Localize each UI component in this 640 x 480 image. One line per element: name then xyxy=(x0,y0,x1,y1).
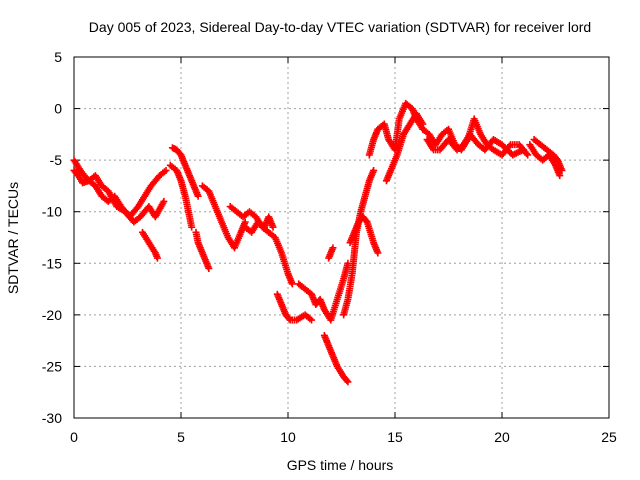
x-axis-label: GPS time / hours xyxy=(287,457,394,473)
data-points xyxy=(70,99,566,386)
x-tick-label: 5 xyxy=(177,429,185,445)
plot-frame xyxy=(73,56,610,419)
data-point xyxy=(188,223,196,231)
data-point xyxy=(374,249,382,257)
x-tick-label: 0 xyxy=(70,429,78,445)
data-point xyxy=(558,166,566,174)
x-tick-label: 25 xyxy=(601,429,617,445)
data-point xyxy=(370,166,378,174)
data-point xyxy=(524,151,532,159)
y-axis-label: SDTVAR / TECUs xyxy=(5,182,21,294)
data-point xyxy=(288,280,296,288)
y-tick-label: -5 xyxy=(50,152,63,168)
data-point xyxy=(194,192,202,200)
data-point xyxy=(522,150,530,158)
y-tick-label: -10 xyxy=(42,204,62,220)
y-tick-label: -30 xyxy=(42,410,62,426)
y-tick-label: 5 xyxy=(54,49,62,65)
data-point xyxy=(344,378,352,386)
x-tick-label: 10 xyxy=(280,429,296,445)
data-point xyxy=(160,197,168,205)
data-point xyxy=(343,377,351,385)
x-tick-label: 20 xyxy=(494,429,510,445)
data-point xyxy=(556,172,564,180)
chart-title: Day 005 of 2023, Sidereal Day-to-day VTE… xyxy=(89,19,591,35)
y-tick-label: -15 xyxy=(42,255,62,271)
data-point xyxy=(162,166,170,174)
data-point xyxy=(308,316,316,324)
data-point xyxy=(153,254,161,262)
data-point xyxy=(285,315,293,323)
y-tick-label: -25 xyxy=(42,358,62,374)
data-point xyxy=(519,146,527,154)
y-tick-label: -20 xyxy=(42,307,62,323)
data-point xyxy=(269,223,277,231)
grid-lines xyxy=(74,57,609,418)
data-point xyxy=(329,244,337,252)
data-point xyxy=(205,264,213,272)
y-tick-label: 0 xyxy=(54,101,62,117)
x-tick-label: 15 xyxy=(387,429,403,445)
